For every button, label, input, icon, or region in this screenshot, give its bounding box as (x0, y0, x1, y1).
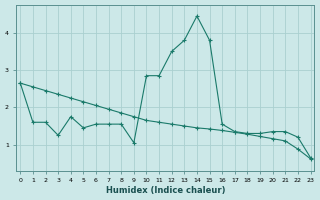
X-axis label: Humidex (Indice chaleur): Humidex (Indice chaleur) (106, 186, 225, 195)
